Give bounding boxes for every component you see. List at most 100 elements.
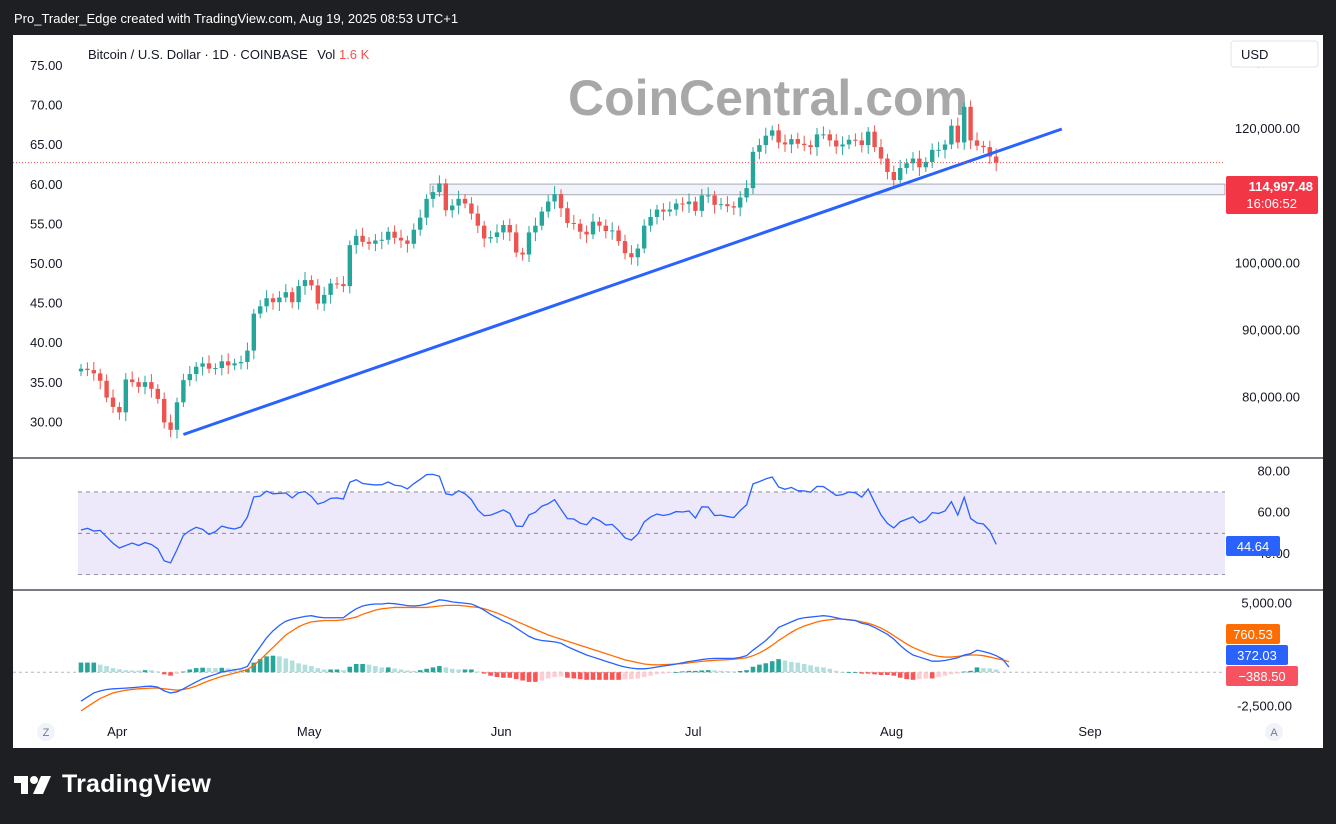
- right-axis-tick: 90,000.00: [1242, 322, 1300, 337]
- candle-body: [590, 221, 596, 235]
- candle-body: [610, 230, 615, 232]
- macd-histogram-bar: [833, 670, 839, 673]
- left-axis-tick: 55.00: [30, 216, 63, 231]
- candle-body: [469, 203, 474, 214]
- macd-pane[interactable]: 5,000.00 -2,500.00 760.53 372.03 −388.50: [13, 595, 1298, 714]
- macd-histogram-bar: [123, 670, 129, 673]
- candle-body: [878, 147, 884, 159]
- macd-value-label: 372.03: [1237, 648, 1277, 663]
- macd-histogram-bar: [360, 663, 365, 673]
- macd-histogram-bar: [750, 666, 756, 673]
- time-axis[interactable]: Apr May Jun Jul Aug Sep: [107, 724, 1101, 739]
- candle-body: [373, 240, 378, 244]
- macd-histogram-bar: [289, 660, 295, 673]
- right-axis[interactable]: 130,000.00120,000.00110,000.00100,000.00…: [1235, 54, 1300, 405]
- right-axis-tick: 100,000.00: [1235, 255, 1300, 270]
- left-axis-tick: 70.00: [30, 98, 63, 113]
- trendline[interactable]: [182, 127, 1063, 436]
- macd-histogram-bar: [673, 672, 679, 674]
- candle-body: [904, 163, 909, 168]
- candle-body: [834, 140, 839, 147]
- macd-histogram-bar: [872, 672, 877, 675]
- a-button[interactable]: A: [1265, 723, 1283, 741]
- macd-histogram-bar: [974, 667, 980, 673]
- support-zone[interactable]: [429, 183, 1226, 196]
- trendline-group[interactable]: [182, 127, 1063, 436]
- macd-histogram-bar: [891, 672, 897, 676]
- macd-value-boxes: 760.53 372.03 −388.50: [1226, 624, 1298, 686]
- left-axis-tick: 35.00: [30, 375, 63, 390]
- tradingview-logo[interactable]: TradingView: [14, 770, 211, 799]
- macd-histogram-bar: [757, 664, 762, 673]
- chart-canvas[interactable]: Bitcoin / U.S. Dollar · 1D · COINBASE Vo…: [13, 35, 1323, 748]
- macd-histogram-bar: [213, 668, 218, 673]
- time-axis-tick: May: [297, 724, 322, 739]
- candle-body: [162, 398, 167, 423]
- macd-histogram-bar: [385, 667, 391, 673]
- candle-body: [232, 363, 237, 366]
- currency-button[interactable]: USD: [1230, 40, 1319, 68]
- macd-histogram-bar: [206, 667, 212, 673]
- candle-body: [302, 280, 308, 287]
- candle-body: [430, 192, 436, 199]
- candle-body: [674, 203, 679, 210]
- candle-body: [328, 283, 333, 295]
- candle-body: [661, 209, 666, 212]
- macd-histogram-bar: [840, 672, 845, 674]
- candle-body: [987, 147, 992, 157]
- candle-body: [578, 223, 583, 232]
- candle-body: [149, 382, 154, 389]
- chart-panel[interactable]: Bitcoin / U.S. Dollar · 1D · COINBASE Vo…: [13, 35, 1323, 748]
- macd-histogram-bar: [744, 670, 749, 673]
- macd-histogram-bar: [968, 670, 973, 673]
- candle-body: [424, 198, 429, 218]
- left-axis-tick: 65.00: [30, 137, 63, 152]
- candle-body: [501, 225, 506, 233]
- macd-histogram-bar: [507, 672, 513, 678]
- vol-label: Vol: [317, 47, 335, 62]
- z-button[interactable]: Z: [37, 723, 55, 741]
- countdown-label: 16:06:52: [1246, 196, 1297, 211]
- macd-line: [80, 599, 1010, 702]
- price-pane[interactable]: Bitcoin / U.S. Dollar · 1D · COINBASE Vo…: [13, 40, 1319, 439]
- candle-body: [482, 225, 487, 239]
- candle-body: [309, 280, 314, 286]
- macd-histogram-bar: [264, 656, 269, 673]
- macd-histogram-bar: [769, 661, 775, 673]
- candle-body: [488, 237, 493, 239]
- candle-body: [514, 232, 519, 253]
- macd-histogram-bar: [577, 672, 583, 680]
- candle-body: [565, 208, 570, 223]
- macd-histogram-bar: [296, 663, 301, 673]
- z-button-label: Z: [43, 727, 50, 739]
- candle-body: [91, 370, 96, 374]
- candle-body: [802, 143, 807, 146]
- candle-body: [725, 204, 730, 207]
- macd-histogram-bar: [321, 669, 327, 673]
- candle-body: [174, 402, 180, 430]
- symbol-line: Bitcoin / U.S. Dollar · 1D · COINBASE: [88, 47, 308, 62]
- macd-histogram-bar: [392, 668, 397, 673]
- candle-body: [738, 197, 743, 208]
- candle-body: [981, 145, 986, 148]
- macd-histogram-bar: [309, 666, 314, 673]
- candle-body: [341, 284, 346, 287]
- macd-histogram: [78, 655, 999, 682]
- candle-body: [238, 361, 244, 364]
- macd-histogram-bar: [795, 662, 801, 673]
- candle-body: [117, 406, 122, 413]
- candle-body: [942, 144, 948, 150]
- candle-body: [507, 225, 512, 233]
- candle-body: [642, 225, 647, 249]
- macd-histogram-bar: [283, 658, 289, 673]
- support-zone-box[interactable]: [429, 183, 1226, 196]
- candle-body: [526, 232, 532, 255]
- right-axis-tick: 120,000.00: [1235, 121, 1300, 136]
- macd-histogram-bar: [789, 661, 794, 673]
- candle-body: [930, 149, 935, 162]
- macd-histogram-bar: [648, 672, 653, 676]
- macd-histogram-bar: [584, 672, 589, 680]
- macd-histogram-bar: [616, 672, 621, 680]
- candle-body: [168, 422, 173, 430]
